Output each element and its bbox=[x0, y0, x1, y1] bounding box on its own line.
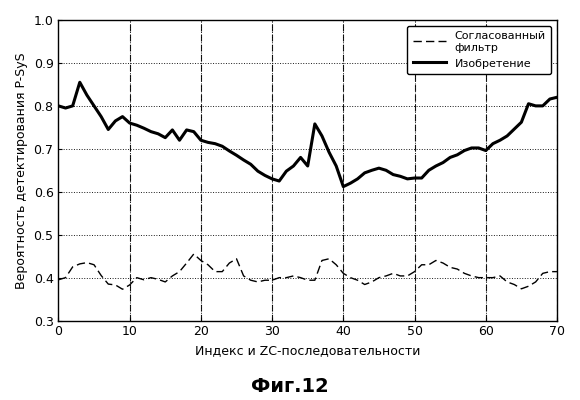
Legend: Согласованный
фильтр, Изобретение: Согласованный фильтр, Изобретение bbox=[407, 26, 552, 74]
Изобретение bbox=[55, 104, 62, 108]
Изобретение bbox=[340, 184, 347, 189]
Изобретение bbox=[304, 164, 311, 168]
Согласованный
фильтр bbox=[539, 271, 546, 276]
Согласованный
фильтр bbox=[553, 269, 560, 274]
Y-axis label: Вероятность детектирования P-SyS: Вероятность детектирования P-SyS bbox=[15, 52, 28, 289]
Изобретение bbox=[553, 95, 560, 100]
Согласованный
фильтр bbox=[190, 252, 197, 256]
Изобретение bbox=[518, 120, 525, 124]
Согласованный
фильтр bbox=[55, 277, 62, 282]
Согласованный
фильтр bbox=[368, 280, 375, 284]
Изобретение bbox=[133, 123, 140, 128]
Согласованный
фильтр bbox=[69, 264, 76, 269]
X-axis label: Индекс и ZC-последовательности: Индекс и ZC-последовательности bbox=[195, 344, 420, 357]
Изобретение bbox=[77, 80, 84, 85]
Изобретение bbox=[69, 104, 76, 108]
Согласованный
фильтр bbox=[311, 278, 318, 283]
Согласованный
фильтр bbox=[133, 275, 140, 280]
Согласованный
фильтр bbox=[119, 287, 126, 292]
Text: Фиг.12: Фиг.12 bbox=[251, 377, 329, 396]
Line: Изобретение: Изобретение bbox=[59, 82, 557, 187]
Изобретение bbox=[368, 168, 375, 173]
Изобретение bbox=[539, 104, 546, 108]
Согласованный
фильтр bbox=[518, 286, 525, 291]
Line: Согласованный
фильтр: Согласованный фильтр bbox=[59, 254, 557, 289]
